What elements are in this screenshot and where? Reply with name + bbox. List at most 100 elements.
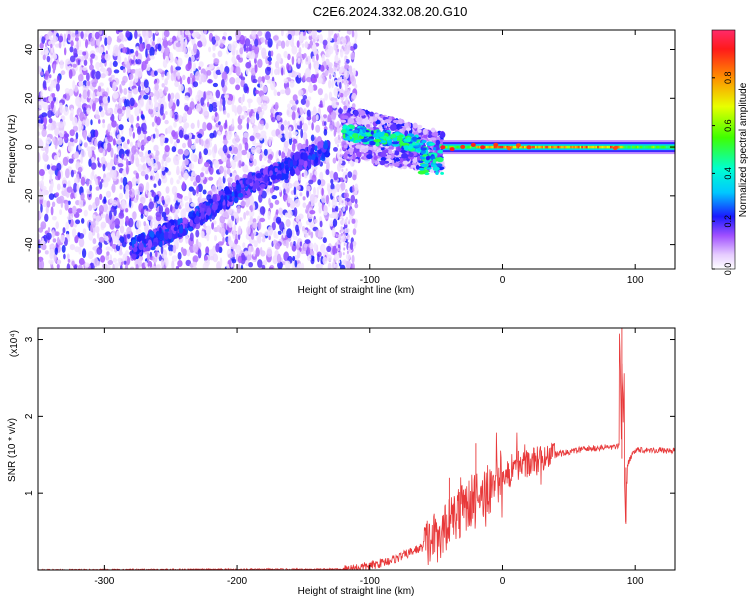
heatmap-cell [341, 200, 344, 204]
heatmap-cell [315, 263, 321, 269]
heatmap-cell [80, 176, 86, 186]
heatmap-cell [277, 134, 283, 139]
heatmap-cell [336, 240, 339, 244]
heatmap-cell [417, 129, 422, 133]
heatmap-cell [98, 119, 101, 124]
heatmap-cell [263, 156, 267, 161]
heatmap-cell [55, 192, 60, 198]
heatmap-cell [110, 116, 113, 121]
heatmap-cell [343, 144, 348, 149]
heatmap-cell [238, 225, 242, 235]
heatmap-cell [40, 89, 43, 99]
heatmap-cell [254, 45, 260, 55]
heatmap-cell [352, 241, 357, 247]
heatmap-cell [55, 231, 60, 237]
heatmap-cell [313, 219, 318, 224]
heatmap-cell [341, 45, 344, 49]
heatmap-cell [98, 204, 104, 214]
heatmap-cell [192, 62, 197, 72]
heatmap-cell [246, 98, 253, 104]
heatmap-cell [322, 237, 327, 244]
heatmap-cell [204, 259, 210, 267]
heatmap-cell [106, 35, 112, 46]
heatmap-cell [77, 166, 83, 173]
heatmap-cell [222, 144, 228, 154]
heatmap-cell [150, 231, 155, 238]
heatmap-cell [228, 219, 233, 228]
heatmap-cell [330, 178, 334, 184]
heatmap-cell [313, 242, 317, 252]
heatmap-cell [237, 124, 243, 130]
heatmap-cell [164, 145, 170, 153]
heatmap-cell [153, 183, 157, 188]
heatmap-cell [248, 44, 253, 52]
heatmap-cell [310, 134, 315, 142]
heatmap-cell [142, 30, 146, 37]
heatmap-cell [69, 55, 76, 63]
heatmap-cell [292, 138, 298, 144]
heatmap-cell [372, 116, 378, 122]
heatmap-cell [333, 130, 336, 137]
heatmap-cell [114, 46, 119, 56]
heatmap-cell [222, 205, 227, 210]
heatmap-cell [190, 144, 196, 150]
heatmap-cell [117, 163, 124, 168]
heatmap-cell [192, 189, 196, 196]
heatmap-cell [177, 252, 182, 260]
heatmap-cell [48, 96, 53, 103]
heatmap-cell [201, 167, 205, 172]
heatmap-cell [344, 51, 347, 55]
heatmap-cell [427, 134, 433, 138]
heatmap-cell [132, 132, 135, 139]
heatmap-cell [193, 181, 198, 187]
heatmap-cell [246, 151, 251, 159]
heatmap-cell [150, 55, 155, 60]
heatmap-cell [69, 137, 74, 143]
heatmap-cell [86, 178, 90, 187]
heatmap-cell [75, 34, 79, 39]
heatmap-cell [221, 93, 226, 100]
heatmap-cell [207, 79, 213, 84]
heatmap-cell [373, 155, 378, 161]
heatmap-cell [317, 179, 322, 186]
heatmap-cell [235, 135, 240, 143]
heatmap-cell [200, 204, 206, 208]
heatmap-cell [161, 259, 164, 268]
heatmap-cell [206, 70, 212, 76]
heatmap-cell [191, 152, 195, 162]
heatmap-cell [319, 33, 323, 44]
heatmap-cell [199, 136, 202, 146]
heatmap-cell [262, 167, 269, 176]
heatmap-cell [59, 209, 63, 216]
heatmap-cell [339, 229, 342, 233]
heatmap-cell [323, 121, 327, 126]
heatmap-cell [116, 198, 120, 207]
heatmap-cell [206, 122, 213, 131]
heatmap-cell [136, 177, 140, 185]
heatmap-cell [305, 57, 309, 62]
heatmap-cell [109, 170, 115, 178]
heatmap-cell [267, 38, 273, 48]
heatmap-cell [38, 152, 41, 162]
heatmap-cell [259, 154, 263, 162]
heatmap-cell [323, 142, 329, 150]
heatmap-cell [82, 66, 88, 71]
heatmap-cell [38, 169, 45, 176]
heatmap-cell [65, 168, 70, 179]
heatmap-cell [339, 78, 342, 83]
heatmap-cell [129, 97, 135, 107]
heatmap-cell [198, 76, 202, 82]
heatmap-cell [91, 30, 95, 39]
heatmap-cell [211, 102, 218, 108]
heatmap-cell [188, 211, 193, 217]
heatmap-cell [105, 254, 110, 261]
heatmap-cell [70, 40, 74, 47]
heatmap-cell [248, 178, 253, 183]
heatmap-cell [65, 58, 71, 65]
heatmap-cell [140, 170, 146, 177]
heatmap-cell [84, 118, 90, 127]
heatmap-cell [276, 173, 283, 179]
heatmap-cell [86, 146, 92, 152]
heatmap-cell [348, 221, 351, 225]
heatmap-cell [117, 240, 121, 246]
